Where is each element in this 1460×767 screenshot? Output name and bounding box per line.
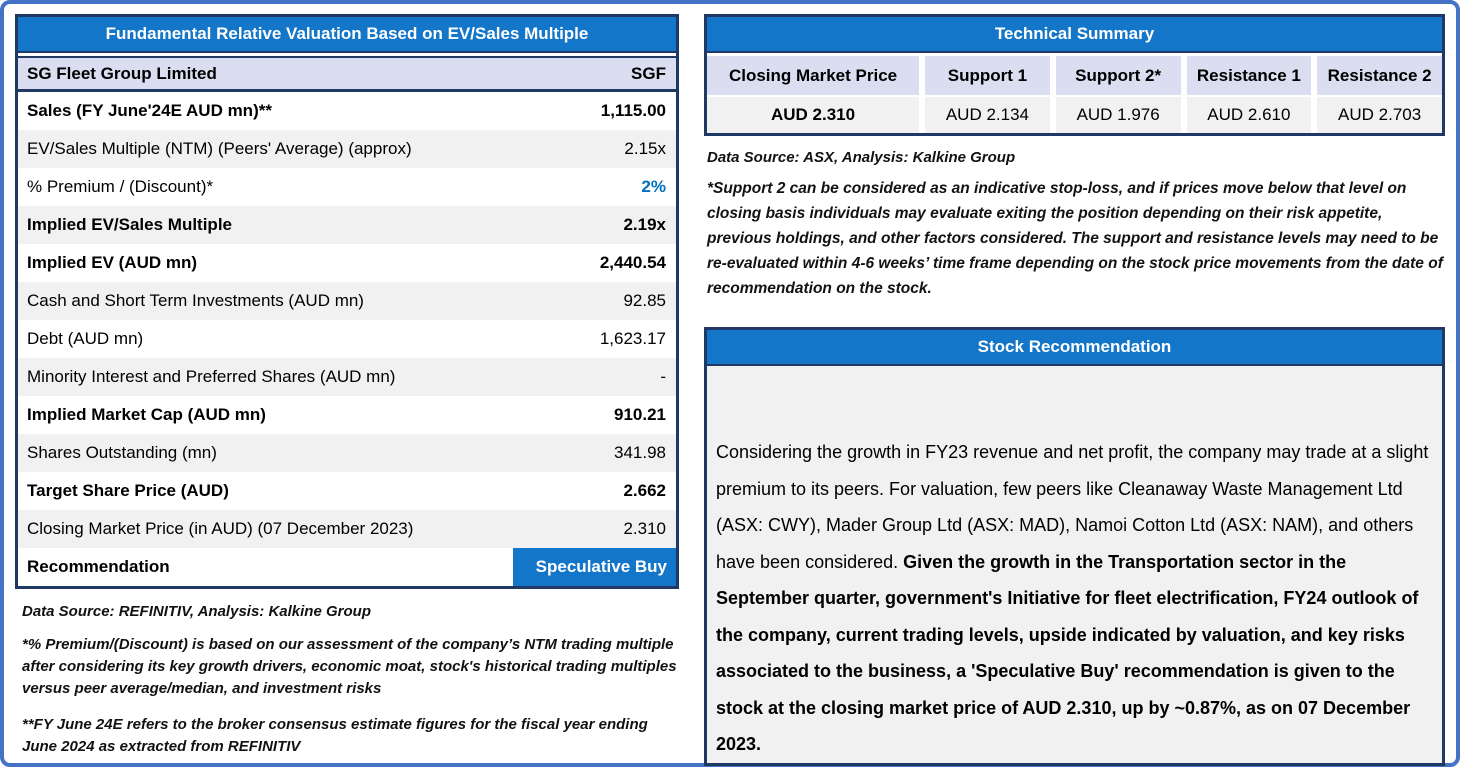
valuation-footnote-premium: *% Premium/(Discount) is based on our as… <box>22 636 677 697</box>
technical-column-header: Closing Market Price <box>707 56 920 95</box>
valuation-footnote-fy24: **FY June 24E refers to the broker conse… <box>22 716 648 755</box>
metric-value: - <box>660 367 666 386</box>
metric-value: 1,115.00 <box>600 101 666 120</box>
valuation-row: Minority Interest and Preferred Shares (… <box>18 358 676 396</box>
valuation-table-subheader: SG Fleet Group Limited SGF <box>18 56 676 92</box>
metric-label: Implied EV/Sales Multiple <box>27 215 232 234</box>
metric-value: 2.310 <box>623 519 666 538</box>
metric-label: Shares Outstanding (mn) <box>27 443 217 462</box>
metric-label: % Premium / (Discount)* <box>27 177 214 196</box>
valuation-row: Cash and Short Term Investments (AUD mn)… <box>18 282 676 320</box>
metric-label: Implied Market Cap (AUD mn) <box>27 405 266 424</box>
metric-value: 92.85 <box>623 291 666 310</box>
company-name: SG Fleet Group Limited <box>27 63 217 83</box>
valuation-row: Implied Market Cap (AUD mn) 910.21 <box>18 396 676 434</box>
metric-value: 2.662 <box>623 481 666 500</box>
valuation-column: Fundamental Relative Valuation Based on … <box>15 14 679 755</box>
stock-recommendation-box: Stock Recommendation Considering the gro… <box>704 327 1445 766</box>
recommendation-badge: Speculative Buy <box>513 548 676 586</box>
technical-column: Technical Summary Closing Market Price Su… <box>704 14 1445 766</box>
metric-label: Minority Interest and Preferred Shares (… <box>27 367 396 386</box>
valuation-row: Debt (AUD mn) 1,623.17 <box>18 320 676 358</box>
metric-label: Debt (AUD mn) <box>27 329 144 348</box>
metric-value: 2,440.54 <box>599 253 666 272</box>
valuation-row: Closing Market Price (in AUD) (07 Decemb… <box>18 510 676 548</box>
technical-summary-header-row: Closing Market Price Support 1 Support 2* R… <box>707 56 1442 95</box>
valuation-row: Shares Outstanding (mn) 341.98 <box>18 434 676 472</box>
metric-value: 2% <box>641 177 666 196</box>
valuation-row: Target Share Price (AUD) 2.662 <box>18 472 676 510</box>
valuation-row: EV/Sales Multiple (NTM) (Peers' Average)… <box>18 130 676 168</box>
metric-label: Sales (FY June'24E AUD mn)** <box>27 101 272 120</box>
technical-column-header: Resistance 2 <box>1317 56 1442 95</box>
technical-price-value: AUD 2.310 <box>707 97 920 133</box>
technical-data-source: Data Source: ASX, Analysis: Kalkine Grou… <box>707 149 1016 166</box>
valuation-row: Implied EV (AUD mn) 2,440.54 <box>18 244 676 282</box>
stock-recommendation-title: Stock Recommendation <box>707 330 1442 366</box>
recommendation-label: Recommendation <box>27 557 170 576</box>
valuation-table: Fundamental Relative Valuation Based on … <box>15 14 679 589</box>
valuation-row: Sales (FY June'24E AUD mn)** 1,115.00 <box>18 92 676 130</box>
metric-label: Cash and Short Term Investments (AUD mn) <box>27 291 364 310</box>
metric-value: 341.98 <box>614 443 666 462</box>
technical-summary-table: Technical Summary Closing Market Price Su… <box>704 14 1445 136</box>
recommendation-text-regular: Considering the growth in FY23 revenue a… <box>716 442 1429 572</box>
stock-recommendation-body: Considering the growth in FY23 revenue a… <box>707 366 1442 763</box>
recommendation-row: Recommendation Speculative Buy <box>18 548 676 586</box>
technical-summary-title: Technical Summary <box>707 17 1442 53</box>
technical-column-header: Support 1 <box>925 56 1050 95</box>
valuation-row: Implied EV/Sales Multiple 2.19x <box>18 206 676 244</box>
metric-label: Target Share Price (AUD) <box>27 481 229 500</box>
valuation-data-source: Data Source: REFINITIV, Analysis: Kalkin… <box>22 603 371 620</box>
metric-label: EV/Sales Multiple (NTM) (Peers' Average)… <box>27 139 412 158</box>
metric-value: 910.21 <box>614 405 666 424</box>
valuation-row: % Premium / (Discount)* 2% <box>18 168 676 206</box>
metric-label: Implied EV (AUD mn) <box>27 253 198 272</box>
metric-value: 2.15x <box>624 139 666 158</box>
metric-value: 2.19x <box>623 215 666 234</box>
ticker-symbol: SGF <box>631 63 666 83</box>
technical-summary-value-row: AUD 2.310 AUD 2.134 AUD 1.976 AUD 2.610 AUD … <box>707 97 1442 133</box>
technical-price-value: AUD 2.610 <box>1186 97 1312 133</box>
technical-price-value: AUD 1.976 <box>1055 97 1181 133</box>
metric-value: 1,623.17 <box>599 329 666 348</box>
valuation-table-title: Fundamental Relative Valuation Based on … <box>18 17 676 53</box>
technical-footnote-support: *Support 2 can be considered as an indic… <box>707 180 1443 297</box>
technical-price-value: AUD 2.703 <box>1317 97 1442 133</box>
technical-price-value: AUD 2.134 <box>925 97 1050 133</box>
valuation-rows: Sales (FY June'24E AUD mn)** 1,115.00 EV/S… <box>18 92 676 548</box>
technical-column-header: Resistance 1 <box>1186 56 1312 95</box>
recommendation-text-bold: Given the growth in the Transportation s… <box>716 551 1419 755</box>
metric-label: Closing Market Price (in AUD) (07 Decemb… <box>27 519 414 538</box>
technical-column-header: Support 2* <box>1055 56 1181 95</box>
